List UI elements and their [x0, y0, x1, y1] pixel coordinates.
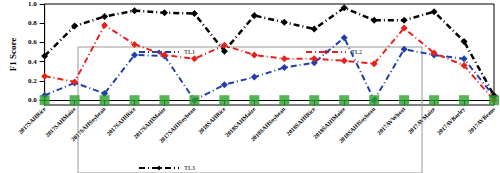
svg-text:2017AVBarley: 2017AVBarley: [436, 106, 466, 136]
svg-text:0.4: 0.4: [28, 58, 37, 66]
svg-text:2017AVBeans: 2017AVBeans: [467, 105, 497, 135]
svg-text:0.2: 0.2: [28, 77, 37, 85]
svg-text:F1 Score: F1 Score: [8, 38, 18, 72]
svg-text:2017SAHMaize: 2017SAHMaize: [44, 106, 77, 139]
svg-text:0.0: 0.0: [28, 96, 37, 104]
svg-text:1.0: 1.0: [28, 0, 37, 8]
svg-text:0.8: 0.8: [28, 19, 37, 27]
svg-text:TL3: TL3: [184, 165, 195, 171]
svg-text:TL2: TL2: [351, 49, 362, 55]
svg-text:0.6: 0.6: [28, 38, 37, 46]
svg-text:TL1: TL1: [184, 49, 195, 55]
svg-text:2017SAHRice: 2017SAHRice: [17, 106, 47, 136]
